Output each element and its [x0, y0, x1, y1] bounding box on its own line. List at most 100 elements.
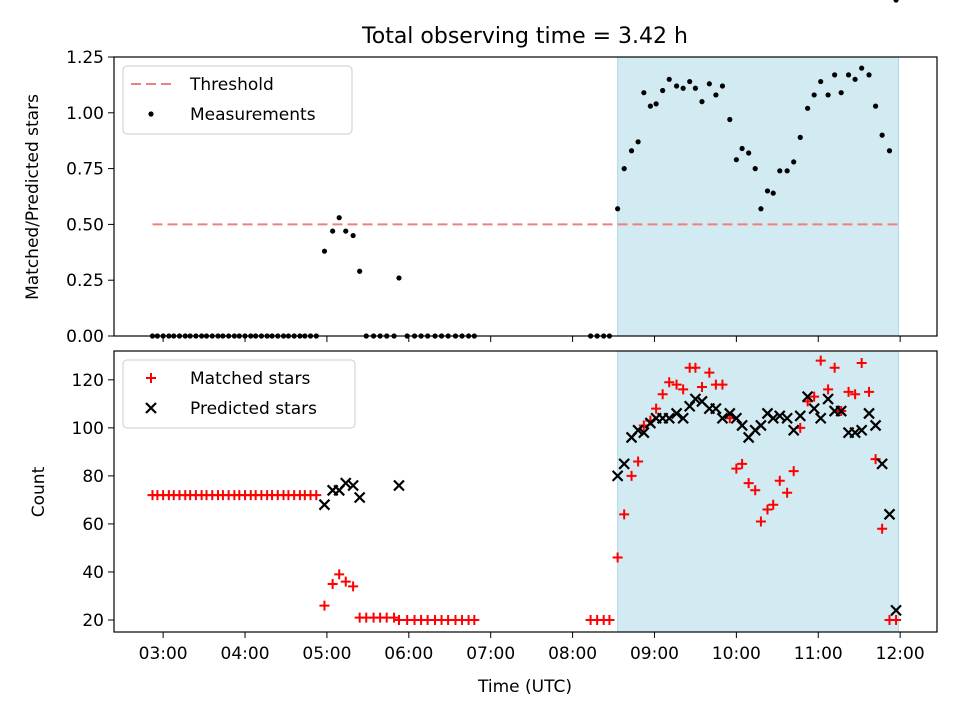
- measurement-point: [692, 85, 699, 91]
- x-tick-label: 11:00: [794, 644, 843, 664]
- predicted-star-point: [787, 424, 800, 437]
- legend-box: [122, 65, 353, 135]
- matched-star-point: [856, 358, 867, 369]
- matched-star-point: [690, 362, 701, 373]
- measurement-point: [886, 148, 893, 154]
- y-tick-label: 1.25: [66, 48, 104, 68]
- measurement-point: [680, 85, 686, 91]
- measurement-point: [746, 150, 752, 156]
- matched-star-point: [348, 581, 359, 592]
- legend-predicted-swatch: [145, 402, 157, 414]
- matched-star-point: [737, 458, 748, 469]
- predicted-star-point: [883, 508, 896, 521]
- x-tick-label: 03:00: [139, 644, 188, 664]
- legend-threshold-label: Threshold: [189, 75, 274, 95]
- legend: Threshold Measurements: [122, 65, 353, 135]
- predicted-star-point: [822, 393, 834, 405]
- measurement-point: [739, 145, 745, 152]
- predicted-star-point: [794, 410, 807, 422]
- x-tick-label: 08:00: [548, 644, 597, 664]
- matched-star-point: [334, 569, 345, 580]
- matched-star-point: [389, 612, 400, 623]
- measurement-point: [666, 76, 672, 82]
- axes-frame: [113, 350, 938, 633]
- measurement-point: [797, 134, 803, 140]
- x-tick-label: 09:00: [630, 644, 679, 664]
- measurement-point: [818, 78, 824, 85]
- measurement-point: [872, 103, 879, 109]
- predicted-star-point: [736, 419, 748, 432]
- predicted-star-point: [347, 479, 359, 492]
- x-tick-label: 07:00: [466, 644, 515, 664]
- measurement-point: [727, 116, 733, 123]
- y-tick-label: 20: [82, 611, 104, 631]
- measurement-point: [357, 268, 363, 274]
- matched-star-point: [870, 454, 881, 465]
- matched-star-point: [891, 614, 902, 625]
- predicted-star-point: [618, 458, 630, 470]
- matched-star-point: [651, 403, 662, 414]
- measurement-point: [330, 228, 336, 234]
- observing-interval-shade: [617, 57, 899, 336]
- measurement-point: [336, 215, 342, 221]
- chart-title: Total observing time = 3.42 h: [361, 24, 688, 49]
- y-tick-label: 0.50: [66, 215, 104, 235]
- predicted-star-point: [638, 426, 650, 439]
- predicted-star-point: [755, 419, 767, 432]
- y-tick-label: 0.25: [66, 271, 104, 291]
- predicted-star-point: [849, 426, 861, 439]
- measurement-point: [350, 232, 356, 239]
- x-axis-label: Time (UTC): [477, 677, 572, 697]
- predicted-star-point: [808, 402, 820, 415]
- matched-star-point: [782, 487, 793, 498]
- y-tick-label: 120: [72, 371, 104, 391]
- legend: Matched stars Predicted stars: [122, 359, 356, 429]
- x-tick-label: 12:00: [876, 644, 925, 664]
- predicted-star-point: [814, 412, 827, 425]
- matched-star-point: [319, 600, 330, 611]
- measurement-point: [733, 157, 739, 163]
- predicted-star-point: [663, 412, 675, 425]
- x-tick-label: 05:00: [302, 644, 351, 664]
- measurement-point: [893, 0, 899, 3]
- matched-star-point: [731, 463, 742, 474]
- y-tick-label: 0.00: [66, 327, 104, 347]
- y-tick-label: 100: [72, 419, 104, 439]
- matched-star-point: [815, 355, 826, 366]
- measurement-point: [838, 90, 844, 96]
- legend-measurements-label: Measurements: [190, 105, 316, 125]
- measurement-point: [852, 76, 858, 82]
- bottom-y-axis-label: Count: [29, 466, 49, 517]
- predicted-star-point: [876, 458, 888, 470]
- predicted-star-point: [863, 407, 875, 420]
- predicted-star-point: [855, 424, 868, 437]
- legend-measurements-swatch: [148, 111, 154, 117]
- measurement-point: [777, 168, 783, 174]
- matched-star-point: [864, 386, 875, 397]
- legend-matched-swatch: [146, 373, 156, 383]
- predicted-star-point: [393, 479, 405, 492]
- matched-star-point: [696, 382, 707, 393]
- measurement-point: [647, 103, 653, 109]
- matched-star-point: [664, 377, 675, 388]
- matched-star-point: [774, 475, 785, 486]
- matched-star-point: [626, 470, 637, 481]
- measurement-point: [673, 83, 680, 89]
- matched-star-point: [469, 614, 480, 625]
- observing-interval-shade: [617, 351, 899, 632]
- matched-star-point: [612, 552, 623, 563]
- predicted-star-point: [781, 412, 793, 425]
- predicted-star-point: [670, 407, 683, 420]
- predicted-star-point: [689, 393, 702, 405]
- matched-star-point: [750, 485, 761, 496]
- measurement-point: [635, 139, 641, 145]
- y-tick-label: 1.00: [66, 104, 104, 124]
- predicted-star-point: [773, 410, 786, 422]
- x-tick-label: 06:00: [384, 644, 433, 664]
- measurement-point: [832, 72, 838, 78]
- matched-star-point: [678, 384, 689, 395]
- top-y-axis-label: Matched/Predicted stars: [23, 94, 43, 300]
- matched-star-point: [762, 504, 773, 515]
- measurement-point: [706, 81, 712, 87]
